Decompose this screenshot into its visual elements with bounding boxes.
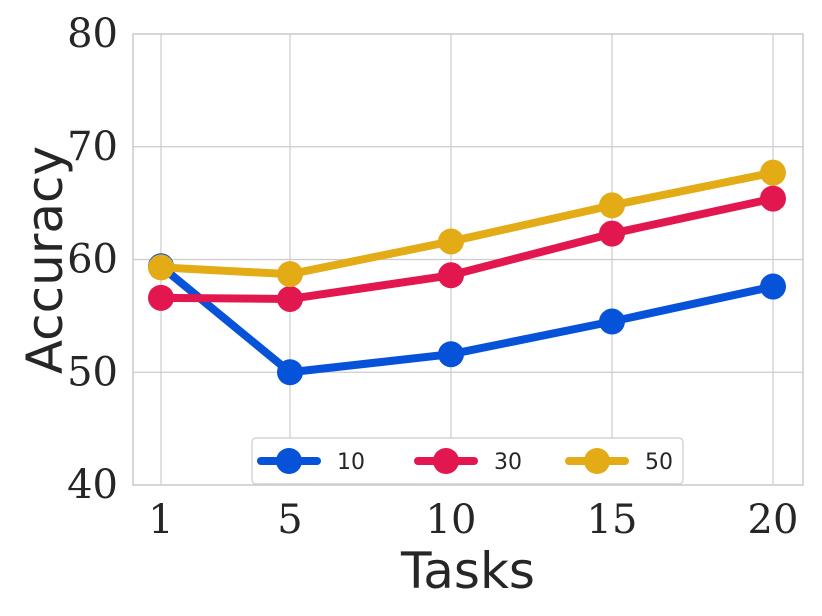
x-tick-label: 1 (148, 497, 173, 543)
data-point-50 (760, 159, 786, 186)
legend-marker-10 (276, 448, 302, 474)
x-tick-label: 20 (748, 497, 799, 543)
series-layer (148, 159, 786, 386)
x-tick-labels: 1 5 10 15 20 (148, 497, 798, 543)
legend-label-10: 10 (337, 450, 365, 475)
x-tick-label: 15 (587, 497, 638, 543)
series-30 (148, 185, 786, 312)
y-tick-label: 70 (67, 124, 118, 170)
data-point-30 (277, 285, 303, 312)
data-point-50 (277, 261, 303, 288)
y-axis-title: Accuracy (16, 146, 74, 374)
legend: 10 30 50 (251, 437, 684, 485)
data-point-10 (438, 341, 464, 368)
data-point-10 (760, 273, 786, 300)
y-tick-label: 40 (67, 462, 118, 508)
legend-label-50: 50 (645, 450, 673, 475)
series-line-30 (157, 194, 777, 303)
data-point-50 (148, 254, 174, 281)
grid-lines (133, 33, 803, 486)
data-point-10 (277, 359, 303, 386)
plot-frame (132, 33, 804, 486)
x-tick-label: 10 (426, 497, 477, 543)
y-tick-label: 50 (67, 349, 118, 395)
data-point-50 (599, 192, 625, 219)
data-point-50 (438, 228, 464, 255)
x-tick-label: 5 (277, 497, 302, 543)
legend-marker-50 (584, 448, 610, 474)
data-point-30 (148, 284, 174, 311)
data-point-30 (760, 185, 786, 212)
y-tick-label: 80 (67, 11, 118, 57)
y-tick-label: 60 (67, 237, 118, 283)
x-axis-title: Tasks (400, 542, 535, 600)
series-line-10 (157, 262, 777, 377)
series-50 (148, 159, 786, 288)
data-point-30 (438, 262, 464, 289)
data-point-10 (599, 308, 625, 335)
y-tick-labels: 40 50 60 70 80 (67, 11, 118, 508)
data-point-30 (599, 220, 625, 247)
legend-label-30: 30 (494, 450, 522, 475)
legend-marker-30 (433, 448, 459, 474)
